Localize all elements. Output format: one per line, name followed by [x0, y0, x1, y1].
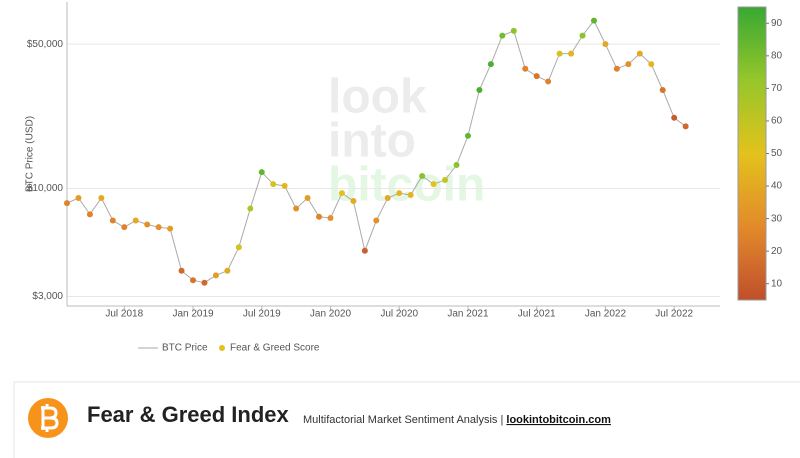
- x-tick-label: Jan 2021: [447, 309, 489, 320]
- color-bar: [737, 6, 767, 301]
- score-point: [407, 192, 414, 199]
- watermark: bitcoin: [328, 159, 485, 212]
- score-point: [144, 221, 151, 228]
- score-point: [636, 50, 643, 57]
- legend-dot: [219, 345, 225, 351]
- color-tick-label: 80: [771, 50, 783, 61]
- score-point: [327, 215, 334, 222]
- score-point: [86, 211, 93, 218]
- score-point: [293, 205, 300, 212]
- footer-title: Fear & Greed Index: [87, 402, 290, 427]
- score-point: [476, 86, 483, 93]
- score-point: [556, 50, 563, 57]
- score-point: [648, 61, 655, 68]
- score-point: [178, 267, 185, 274]
- score-point: [464, 132, 471, 139]
- y-tick-label: $10,000: [27, 183, 64, 194]
- color-tick-label: 20: [771, 246, 783, 257]
- score-point: [510, 27, 517, 34]
- score-point: [350, 198, 357, 205]
- color-tick-label: 70: [771, 83, 783, 94]
- score-point: [98, 194, 105, 201]
- score-point: [109, 217, 116, 224]
- x-tick-label: Jul 2019: [243, 309, 281, 320]
- x-tick-label: Jul 2018: [105, 309, 143, 320]
- score-point: [522, 65, 529, 72]
- score-point: [235, 244, 242, 251]
- score-point: [361, 247, 368, 254]
- score-point: [75, 194, 82, 201]
- score-point: [304, 194, 311, 201]
- score-point: [613, 65, 620, 72]
- color-tick-label: 30: [771, 213, 783, 224]
- score-point: [442, 176, 449, 183]
- score-point: [270, 181, 277, 188]
- score-point: [659, 86, 666, 93]
- color-tick-label: 60: [771, 116, 783, 127]
- color-tick-label: 50: [771, 148, 783, 159]
- score-point: [373, 217, 380, 224]
- score-point: [384, 194, 391, 201]
- score-point: [201, 279, 208, 286]
- x-tick-label: Jan 2020: [310, 309, 352, 320]
- score-point: [247, 205, 254, 212]
- score-point: [671, 114, 678, 121]
- color-tick-label: 90: [771, 18, 783, 29]
- subtitle: Multifactorial Market Sentiment Analysis…: [303, 414, 506, 426]
- legend-label: Fear & Greed Score: [230, 343, 320, 354]
- color-tick-label: 10: [771, 278, 783, 289]
- x-tick-label: Jul 2020: [380, 309, 418, 320]
- score-point: [602, 41, 609, 48]
- link[interactable]: lookintobitcoin.com: [506, 414, 611, 426]
- score-point: [545, 78, 552, 85]
- x-tick-label: Jul 2022: [655, 309, 693, 320]
- y-axis-label: BTC Price (USD): [25, 116, 36, 192]
- score-point: [258, 169, 265, 176]
- score-point: [155, 224, 162, 231]
- score-point: [212, 272, 219, 279]
- score-point: [499, 32, 506, 39]
- score-point: [430, 181, 437, 188]
- legend-label: BTC Price: [162, 343, 208, 354]
- bitcoin-glyph: [41, 404, 59, 432]
- y-tick-label: $3,000: [32, 291, 63, 302]
- watermark: into: [328, 115, 416, 168]
- score-point: [224, 267, 231, 274]
- footer-subtitle: Multifactorial Market Sentiment Analysis…: [303, 414, 611, 426]
- watermark: look: [328, 71, 427, 124]
- score-point: [396, 190, 403, 197]
- score-point: [419, 173, 426, 180]
- score-point: [487, 61, 494, 68]
- score-point: [316, 213, 323, 220]
- score-point: [190, 277, 197, 284]
- score-point: [64, 200, 70, 207]
- score-point: [579, 32, 586, 39]
- score-point: [590, 17, 597, 24]
- score-point: [533, 73, 540, 80]
- score-point: [167, 225, 174, 232]
- score-point: [132, 217, 139, 224]
- x-tick-label: Jan 2022: [585, 309, 627, 320]
- score-point: [625, 61, 632, 68]
- score-point: [338, 190, 345, 197]
- score-point: [682, 123, 689, 130]
- score-point: [281, 182, 288, 189]
- x-tick-label: Jan 2019: [172, 309, 214, 320]
- score-point: [453, 162, 460, 169]
- y-tick-label: $50,000: [27, 39, 64, 50]
- color-tick-label: 40: [771, 181, 783, 192]
- score-point: [568, 50, 575, 57]
- score-point: [121, 224, 128, 231]
- x-tick-label: Jul 2021: [518, 309, 556, 320]
